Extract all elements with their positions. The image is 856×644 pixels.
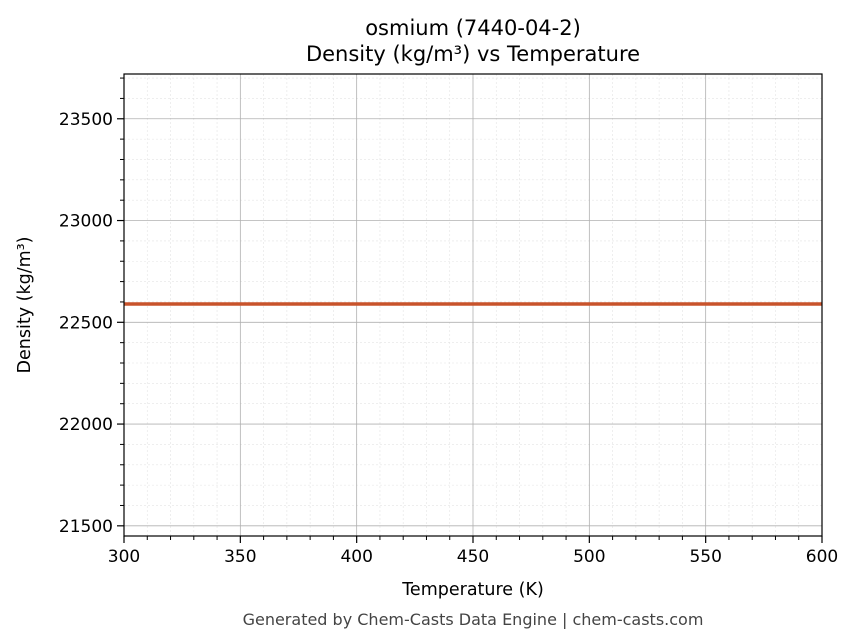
chart-title: osmium (7440-04-2) xyxy=(365,16,581,40)
y-tick-label: 22000 xyxy=(59,415,113,435)
x-tick-label: 450 xyxy=(457,547,489,567)
x-tick-label: 400 xyxy=(340,547,372,567)
y-tick-label: 23000 xyxy=(59,212,113,232)
x-tick-label: 500 xyxy=(573,547,605,567)
x-tick-label: 600 xyxy=(806,547,838,567)
x-axis-label: Temperature (K) xyxy=(401,580,544,600)
y-tick-label: 21500 xyxy=(59,517,113,537)
x-tick-label: 350 xyxy=(224,547,256,567)
y-axis-label: Density (kg/m³) xyxy=(15,237,35,374)
chart-subtitle: Density (kg/m³) vs Temperature xyxy=(306,42,640,66)
x-tick-label: 550 xyxy=(689,547,721,567)
x-axis-ticks: 300 350 400 450 500 550 600 xyxy=(108,536,838,567)
footer-credit: Generated by Chem-Casts Data Engine | ch… xyxy=(243,610,704,629)
y-tick-label: 23500 xyxy=(59,110,113,130)
x-tick-label: 300 xyxy=(108,547,140,567)
y-tick-label: 22500 xyxy=(59,313,113,333)
y-axis-ticks: 21500 22000 22500 23000 23500 xyxy=(59,77,124,537)
